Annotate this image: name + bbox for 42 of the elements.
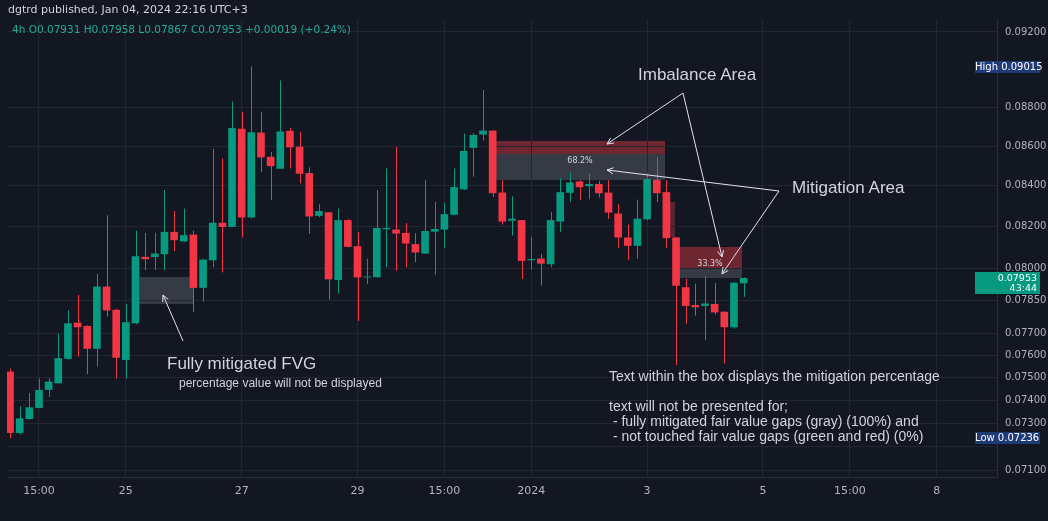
- annotation: Mitigation Area: [792, 178, 905, 197]
- candlestick: [25, 392, 34, 420]
- x-tick-label: 3: [643, 484, 651, 498]
- x-tick-label: 29: [350, 484, 365, 498]
- x-tick-label: 8: [933, 484, 941, 498]
- y-tick-label: 0.07500: [1005, 371, 1047, 383]
- candlestick: [479, 89, 487, 142]
- y-tick-label: 0.08800: [1005, 100, 1047, 112]
- x-tick-label: 15:00: [23, 484, 55, 498]
- chart-title: 4h O0.07931 H0.07958 L0.07867 C0.07953 +0.00019 (+0.24%): [12, 23, 351, 35]
- annotation: - fully mitigated fair value gaps (gray) (100%) and: [611, 413, 919, 429]
- x-tick-label: 2024: [517, 484, 546, 498]
- y-tick-label: 0.08400: [1005, 179, 1047, 191]
- candlestick: [35, 377, 43, 409]
- annotation: High 0.09015: [975, 61, 1043, 73]
- annotation: Fully mitigated FVG: [167, 354, 317, 373]
- y-tick-label: 0.08600: [1005, 139, 1047, 151]
- chart-subtitle: dgtrd published, Jan 04, 2024 22:16 UTC+3: [8, 3, 248, 16]
- annotation: Low 0.07236: [975, 432, 1040, 444]
- y-tick-label: 0.08000: [1005, 261, 1047, 273]
- x-tick-label: 15:00: [833, 484, 866, 498]
- annotation: text will not be presented for;: [609, 398, 788, 414]
- text: 0.07953 43:44: [975, 272, 1040, 294]
- y-tick-label: 0.07700: [1005, 326, 1047, 338]
- y-tick-label: 0.09200: [1005, 25, 1047, 37]
- annotation: percentage value will not be displayed: [179, 376, 382, 390]
- y-tick-label: 0.07100: [1005, 463, 1047, 475]
- candlestick: [720, 310, 729, 364]
- y-tick-label: 0.07850: [1005, 294, 1047, 305]
- x-tick-label: 15:00: [428, 484, 461, 498]
- annotation: Imbalance Area: [638, 65, 757, 84]
- x-tick-label: 5: [759, 484, 767, 498]
- y-tick-label: 0.08200: [1005, 220, 1047, 232]
- candlestick: [83, 324, 92, 375]
- candlestick: [15, 405, 24, 435]
- annotation: - not touched fair value gaps (green and red) (0%): [611, 428, 924, 444]
- x-tick-label: 25: [118, 484, 133, 498]
- y-tick-label: 0.07600: [1005, 348, 1047, 360]
- y-tick-label: 0.07300: [1005, 416, 1047, 428]
- x-tick-label: 27: [234, 484, 249, 498]
- annotation: Text within the box displays the mitigation percentage: [609, 368, 940, 384]
- y-tick-label: 0.07400: [1005, 393, 1047, 405]
